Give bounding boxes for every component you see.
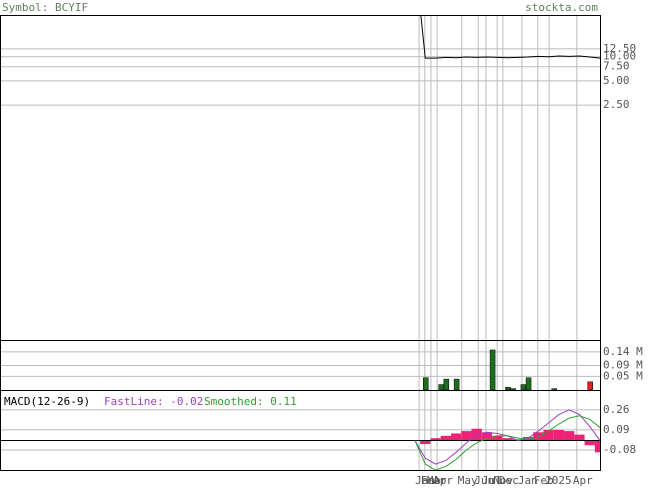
x-tick-label: 2025 [545,474,572,486]
fast-label: FastLine: -0.02 [104,395,203,408]
x-tick-label: Jan [518,474,538,486]
volume-bar [520,384,527,391]
x-tick-label: Nov [493,474,513,486]
x-tick-label: May [458,474,478,486]
volume-bar [453,378,460,391]
volume-bar [510,388,516,391]
y-tick-label: 5.00 [603,74,630,87]
macd-histogram-bar [574,434,585,441]
volume-bar [587,381,593,391]
macd-histogram-bar [512,439,523,441]
macd-histogram-bar [492,435,503,441]
macd-frame [0,390,601,471]
smoothed-label: Smoothed: 0.11 [204,395,297,408]
volume-bar [551,388,557,391]
x-tick-label: Jan [415,474,435,486]
volume-bar [525,377,532,391]
macd-histogram-bar [450,433,462,441]
x-tick-label: Feb [534,474,554,486]
macd-histogram-bar [461,431,472,441]
macd-histogram-bar [420,440,431,445]
price-line [420,15,600,59]
y-tick-label: 0.26 [603,403,630,416]
y-tick-label: 10.00 [603,50,636,63]
x-tick-label: Jul [482,474,502,486]
y-tick-label: 12.50 [603,42,636,55]
price-frame [0,15,601,341]
y-tick-label: -0.08 [603,443,636,456]
y-tick-label: 0.09 [603,423,630,436]
x-tick-label: Apr [433,474,453,486]
macd-histogram-bar [522,436,534,441]
macd-title: MACD(12-26-9) [4,395,90,408]
macd-histogram-bar [594,440,600,453]
symbol: Symbol: BCYIF [2,1,88,14]
x-tick-label: Feb [421,474,441,486]
macd-histogram-bar [440,435,451,441]
y-tick-label: 0.05 M [603,369,643,382]
y-tick-label: 0.09 M [603,359,643,372]
x-tick-label: Mar [427,474,447,486]
x-tick-label: Dec [499,474,519,486]
macd-histogram-bar [584,440,595,446]
macd-line [414,415,600,470]
x-tick-label: Apr [573,474,593,486]
volume-bar [438,384,444,391]
y-tick-label: 2.50 [603,98,630,111]
y-tick-label: 0.14 M [603,345,643,358]
macd-histogram-bar [430,438,441,441]
macd-histogram-bar [543,429,554,441]
macd-histogram-bar [481,432,493,441]
volume-bar [443,378,450,391]
x-tick-label: Jun [474,474,494,486]
y-tick-label: 7.50 [603,60,630,73]
volume-bar [423,377,429,391]
macd-histogram-bar [564,431,575,441]
source: stockta.com [525,1,598,14]
volume-bar [489,349,496,391]
macd-histogram-bar [553,429,565,441]
volume-bar [505,387,511,391]
macd-histogram-bar [502,438,513,441]
macd-histogram-bar [533,432,544,441]
